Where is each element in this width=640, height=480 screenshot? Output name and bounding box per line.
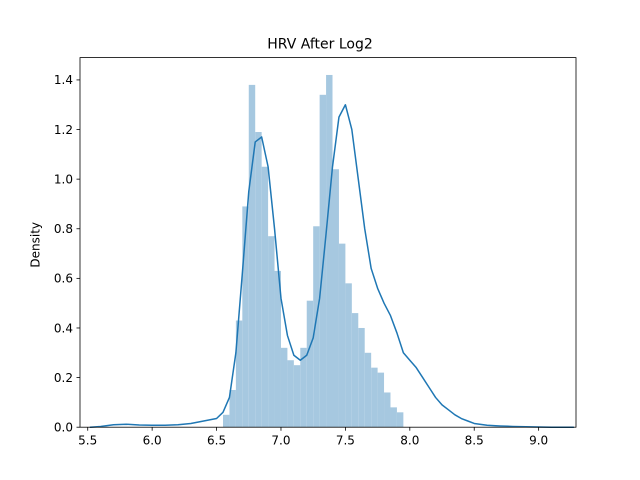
histogram-bar bbox=[248, 84, 256, 428]
histogram-bar bbox=[274, 270, 281, 428]
x-tick-label: 7.5 bbox=[336, 434, 355, 448]
histogram-bar bbox=[280, 347, 288, 428]
y-axis-ticks: 0.0 0.2 0.4 0.6 0.8 1.0 1.2 1.4 bbox=[54, 73, 80, 435]
y-tick-label: 0.4 bbox=[54, 321, 73, 335]
histogram-bar bbox=[306, 300, 314, 428]
histogram-bar bbox=[396, 412, 404, 428]
kde-line bbox=[89, 103, 575, 428]
x-tick-label: 7.0 bbox=[271, 434, 290, 448]
x-tick-label: 5.5 bbox=[78, 434, 97, 448]
y-axis-label: Density bbox=[29, 222, 43, 268]
y-tick-label: 1.2 bbox=[54, 123, 73, 137]
x-axis-ticks: 5.5 6.0 6.5 7.0 7.5 8.0 8.5 9.0 bbox=[78, 427, 548, 448]
kde-curve-group bbox=[89, 103, 575, 428]
histogram-bar bbox=[229, 389, 236, 428]
x-tick-label: 9.0 bbox=[529, 434, 548, 448]
chart-title: HRV After Log2 bbox=[267, 37, 373, 53]
histogram-bar bbox=[287, 360, 294, 428]
histogram-bar bbox=[371, 367, 378, 428]
histogram-bar bbox=[351, 313, 359, 428]
axes-frame bbox=[79, 57, 577, 428]
histogram-bar bbox=[326, 74, 333, 428]
histogram-bar bbox=[332, 169, 339, 428]
histogram-bar bbox=[223, 414, 230, 428]
y-tick-label: 0.0 bbox=[54, 421, 73, 435]
x-tick-label: 6.5 bbox=[207, 434, 226, 448]
x-tick-label: 6.0 bbox=[143, 434, 162, 448]
histogram-bar bbox=[300, 347, 307, 428]
histogram-bar bbox=[268, 236, 275, 428]
histogram-bar bbox=[261, 166, 269, 428]
histogram-bar bbox=[364, 352, 372, 428]
x-tick-label: 8.5 bbox=[465, 434, 484, 448]
histogram-bar bbox=[242, 206, 249, 428]
y-tick-label: 0.2 bbox=[54, 371, 73, 385]
histogram bbox=[223, 74, 404, 428]
histogram-bar bbox=[255, 132, 262, 428]
histogram-bar bbox=[235, 320, 243, 428]
x-tick-label: 8.0 bbox=[400, 434, 419, 448]
histogram-bar bbox=[384, 392, 391, 428]
histogram-bar bbox=[390, 407, 397, 428]
y-tick-label: 0.8 bbox=[54, 222, 73, 236]
y-tick-label: 1.0 bbox=[54, 172, 73, 186]
histogram-bar bbox=[338, 243, 346, 428]
histogram-bar bbox=[377, 372, 385, 428]
histogram-bar bbox=[358, 327, 365, 428]
histogram-bar bbox=[293, 365, 301, 428]
histogram-bar bbox=[313, 226, 320, 428]
y-tick-label: 1.4 bbox=[54, 73, 73, 87]
y-tick-label: 0.6 bbox=[54, 272, 73, 286]
histogram-bar bbox=[345, 283, 352, 428]
